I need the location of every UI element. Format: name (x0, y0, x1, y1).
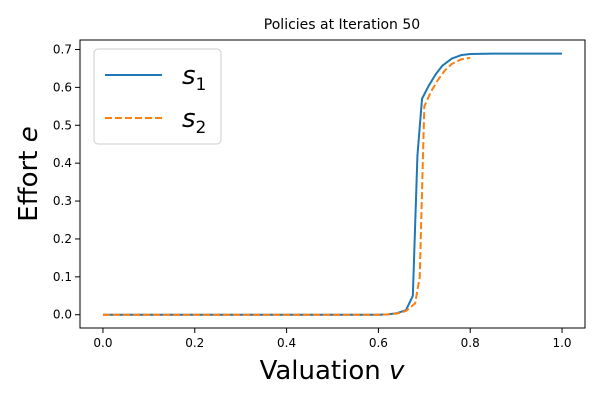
legend-label-s2: s2 (182, 104, 206, 138)
plot-frame (79, 39, 586, 329)
y-tick-label: 0.6 (53, 80, 72, 94)
x-tick-label: 0.8 (461, 336, 480, 350)
y-tick-label: 0.2 (53, 232, 72, 246)
legend-label-s1: s1 (182, 61, 206, 95)
y-axis-title-var: e (14, 126, 44, 142)
plot-layer: 0.0 0.2 0.4 0.6 0.8 1.0 0.0 0.1 0.2 0.3 0.4 0.5 0.6 0… (53, 39, 586, 350)
x-tick-label: 1.0 (552, 336, 571, 350)
y-tick-label: 0.0 (53, 308, 72, 322)
svg-text:Effort e: Effort e (14, 126, 44, 221)
svg-text:Valuation v: Valuation v (260, 356, 405, 386)
y-tick-label: 0.4 (53, 156, 72, 170)
x-tick-label: 0.2 (185, 336, 204, 350)
y-tick-label: 0.1 (53, 270, 72, 284)
y-axis-title: Effort e (14, 126, 44, 221)
x-tick-label: 0.4 (277, 336, 296, 350)
y-tick-label: 0.7 (53, 42, 72, 56)
y-axis-title-text: Effort (14, 151, 44, 222)
series-line-s2 (102, 56, 471, 316)
x-axis-title-var: v (389, 356, 405, 386)
y-tick-label: 0.5 (53, 118, 72, 132)
x-axis-title: Valuation v (260, 356, 405, 386)
chart-title: Policies at Iteration 50 (264, 17, 420, 33)
x-axis-title-text: Valuation (260, 356, 381, 386)
y-tick-label: 0.3 (53, 194, 72, 208)
legend-box (93, 48, 222, 145)
x-tick-label: 0.0 (93, 336, 112, 350)
x-tick-label: 0.6 (369, 336, 388, 350)
